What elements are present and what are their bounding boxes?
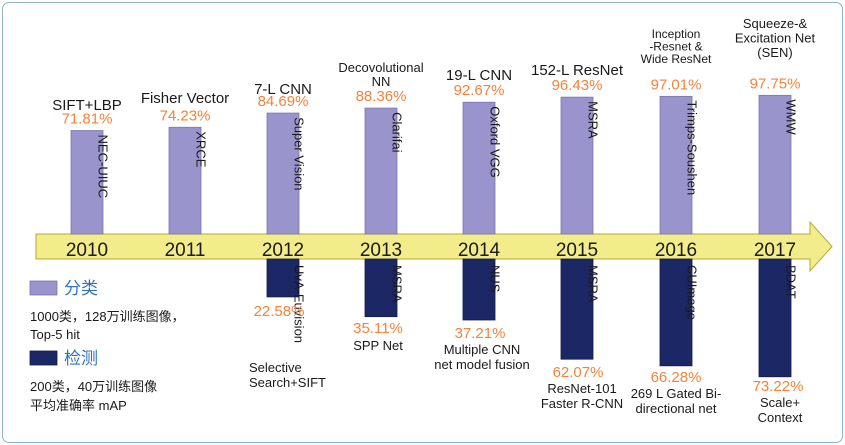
detection-method-line: Scale+ bbox=[760, 395, 800, 410]
legend-classification-title: 分类 bbox=[64, 279, 98, 298]
detection-value-2013: 35.11% bbox=[353, 320, 403, 337]
legend-classification-swatch bbox=[29, 280, 58, 296]
classification-bar-2012 bbox=[266, 112, 300, 235]
classification-method-line: Excitation Net bbox=[735, 31, 816, 46]
classification-team-2011: XRCE bbox=[193, 131, 208, 167]
detection-value-2016: 66.28% bbox=[651, 369, 702, 386]
classification-bar-2010 bbox=[70, 130, 104, 235]
detection-method-2012: Selective Search+SIFT bbox=[249, 360, 326, 390]
detection-method-line: ResNet-101 bbox=[547, 381, 616, 396]
classification-method-line: Wide ResNet bbox=[641, 52, 712, 66]
detection-method-line: Search+SIFT bbox=[249, 375, 326, 390]
detection-team-2012: UvA-Euvision bbox=[291, 265, 306, 343]
classification-team-2012: Super Vision bbox=[291, 117, 306, 190]
classification-value-2016: 97.01% bbox=[651, 76, 702, 93]
detection-method-line: SPP Net bbox=[353, 338, 403, 353]
classification-bar-2014 bbox=[462, 101, 496, 235]
legend-detection-swatch bbox=[29, 350, 58, 366]
classification-value-2011: 74.23% bbox=[160, 107, 211, 124]
detection-bar-2012 bbox=[266, 258, 300, 298]
classification-method-2016: Inception -Resnet & Wide ResNet bbox=[641, 27, 712, 66]
year-label-2013: 2013 bbox=[360, 240, 402, 261]
classification-bar-2011 bbox=[168, 126, 202, 235]
detection-value-2012: 22.58% bbox=[254, 303, 305, 320]
classification-method-line: 152-L ResNet bbox=[531, 62, 624, 79]
classification-method-2017: Squeeze-& Excitation Net (SEN) bbox=[735, 16, 816, 60]
classification-bar-2015 bbox=[560, 96, 594, 235]
classification-method-2014: 19-L CNN bbox=[446, 67, 512, 84]
year-label-2012: 2012 bbox=[262, 240, 304, 261]
detection-bar-2015 bbox=[560, 258, 594, 360]
year-label-2014: 2014 bbox=[458, 240, 501, 261]
classification-method-2015: 152-L ResNet bbox=[531, 62, 624, 79]
detection-method-2016: 269 L Gated Bi-directional net bbox=[631, 386, 722, 416]
detection-method-2017: Scale+ Context bbox=[758, 395, 803, 425]
classification-method-line: Inception bbox=[652, 27, 701, 41]
year-label-2017: 2017 bbox=[754, 240, 796, 261]
detection-bar-2017 bbox=[758, 258, 792, 378]
legend-detection-title: 检测 bbox=[64, 349, 98, 368]
classification-bar-2017 bbox=[758, 94, 792, 235]
classification-method-line: Fisher Vector bbox=[141, 90, 229, 107]
classification-value-2017: 97.75% bbox=[750, 75, 801, 92]
classification-team-2010: NEC-UIUC bbox=[95, 135, 110, 199]
classification-method-line: NN bbox=[372, 74, 391, 89]
classification-method-line: SIFT+LBP bbox=[52, 97, 122, 114]
classification-bar-2016 bbox=[659, 95, 693, 235]
classification-method-line: (SEN) bbox=[757, 45, 792, 60]
classification-team-2014: Oxford VGG bbox=[487, 106, 502, 178]
legend-detection-desc-2: 平均准确率 mAP bbox=[30, 398, 127, 413]
detection-method-line: 269 L Gated Bi- bbox=[631, 386, 722, 401]
year-label-2010: 2010 bbox=[66, 240, 108, 261]
classification-method-2013: Decovolutional NN bbox=[338, 60, 423, 89]
classification-method-line: Decovolutional bbox=[338, 60, 423, 75]
detection-method-line: Multiple CNN bbox=[444, 342, 521, 357]
classification-team-2016: Trimps-Soushen bbox=[684, 100, 699, 195]
detection-team-2013: MSRA bbox=[389, 265, 404, 303]
detection-team-2017: BDAT bbox=[783, 265, 798, 299]
year-label-2016: 2016 bbox=[655, 240, 697, 261]
classification-team-2017: WMW bbox=[783, 99, 798, 135]
classification-team-2015: MSRA bbox=[585, 101, 600, 139]
classification-method-line: -Resnet & bbox=[649, 40, 702, 54]
detection-method-line: Faster R-CNN bbox=[541, 396, 623, 411]
classification-value-2014: 92.67% bbox=[454, 82, 505, 99]
year-label-2015: 2015 bbox=[556, 240, 598, 261]
detection-bar-2013 bbox=[364, 258, 398, 318]
detection-value-2014: 37.21% bbox=[455, 325, 506, 342]
detection-team-2016: CUImage bbox=[684, 265, 699, 320]
classification-bar-2013 bbox=[364, 107, 398, 235]
detection-method-2013: SPP Net bbox=[353, 338, 403, 353]
classification-method-line: 19-L CNN bbox=[446, 67, 512, 84]
classification-method-line: 7-L CNN bbox=[254, 81, 312, 98]
detection-bar-2016 bbox=[659, 258, 693, 367]
detection-bar-2014 bbox=[462, 258, 496, 321]
classification-value-2010: 71.81% bbox=[62, 111, 113, 128]
detection-method-line: directional net bbox=[636, 401, 717, 416]
detection-method-line: net model fusion bbox=[434, 357, 529, 372]
detection-method-line: Context bbox=[758, 410, 803, 425]
timeline-arrow bbox=[35, 220, 833, 273]
detection-method-2014: Multiple CNN net model fusion bbox=[434, 342, 529, 372]
detection-method-line: Selective bbox=[249, 360, 302, 375]
detection-method-2015: ResNet-101 Faster R-CNN bbox=[541, 381, 623, 411]
year-label-2011: 2011 bbox=[165, 240, 206, 261]
classification-method-2011: Fisher Vector bbox=[141, 90, 229, 107]
classification-method-line: Squeeze-& bbox=[743, 16, 808, 31]
classification-method-2012: 7-L CNN bbox=[254, 81, 312, 98]
classification-method-2010: SIFT+LBP bbox=[52, 97, 122, 114]
classification-value-2012: 84.69% bbox=[258, 93, 309, 110]
detection-value-2017: 73.22% bbox=[753, 378, 804, 395]
classification-value-2013: 88.36% bbox=[356, 88, 407, 105]
legend-classification-desc-1: 1000类，128万训练图像， bbox=[30, 309, 185, 324]
classification-team-2013: Clarifai bbox=[389, 112, 404, 153]
classification-value-2015: 96.43% bbox=[552, 77, 603, 94]
legend-classification-desc-2: Top-5 hit bbox=[30, 327, 80, 342]
detection-team-2014: NUS bbox=[487, 265, 502, 293]
detection-team-2015: MSRA bbox=[585, 265, 600, 303]
legend-detection-desc-1: 200类，40万训练图像 bbox=[30, 379, 157, 394]
detection-value-2015: 62.07% bbox=[553, 364, 604, 381]
